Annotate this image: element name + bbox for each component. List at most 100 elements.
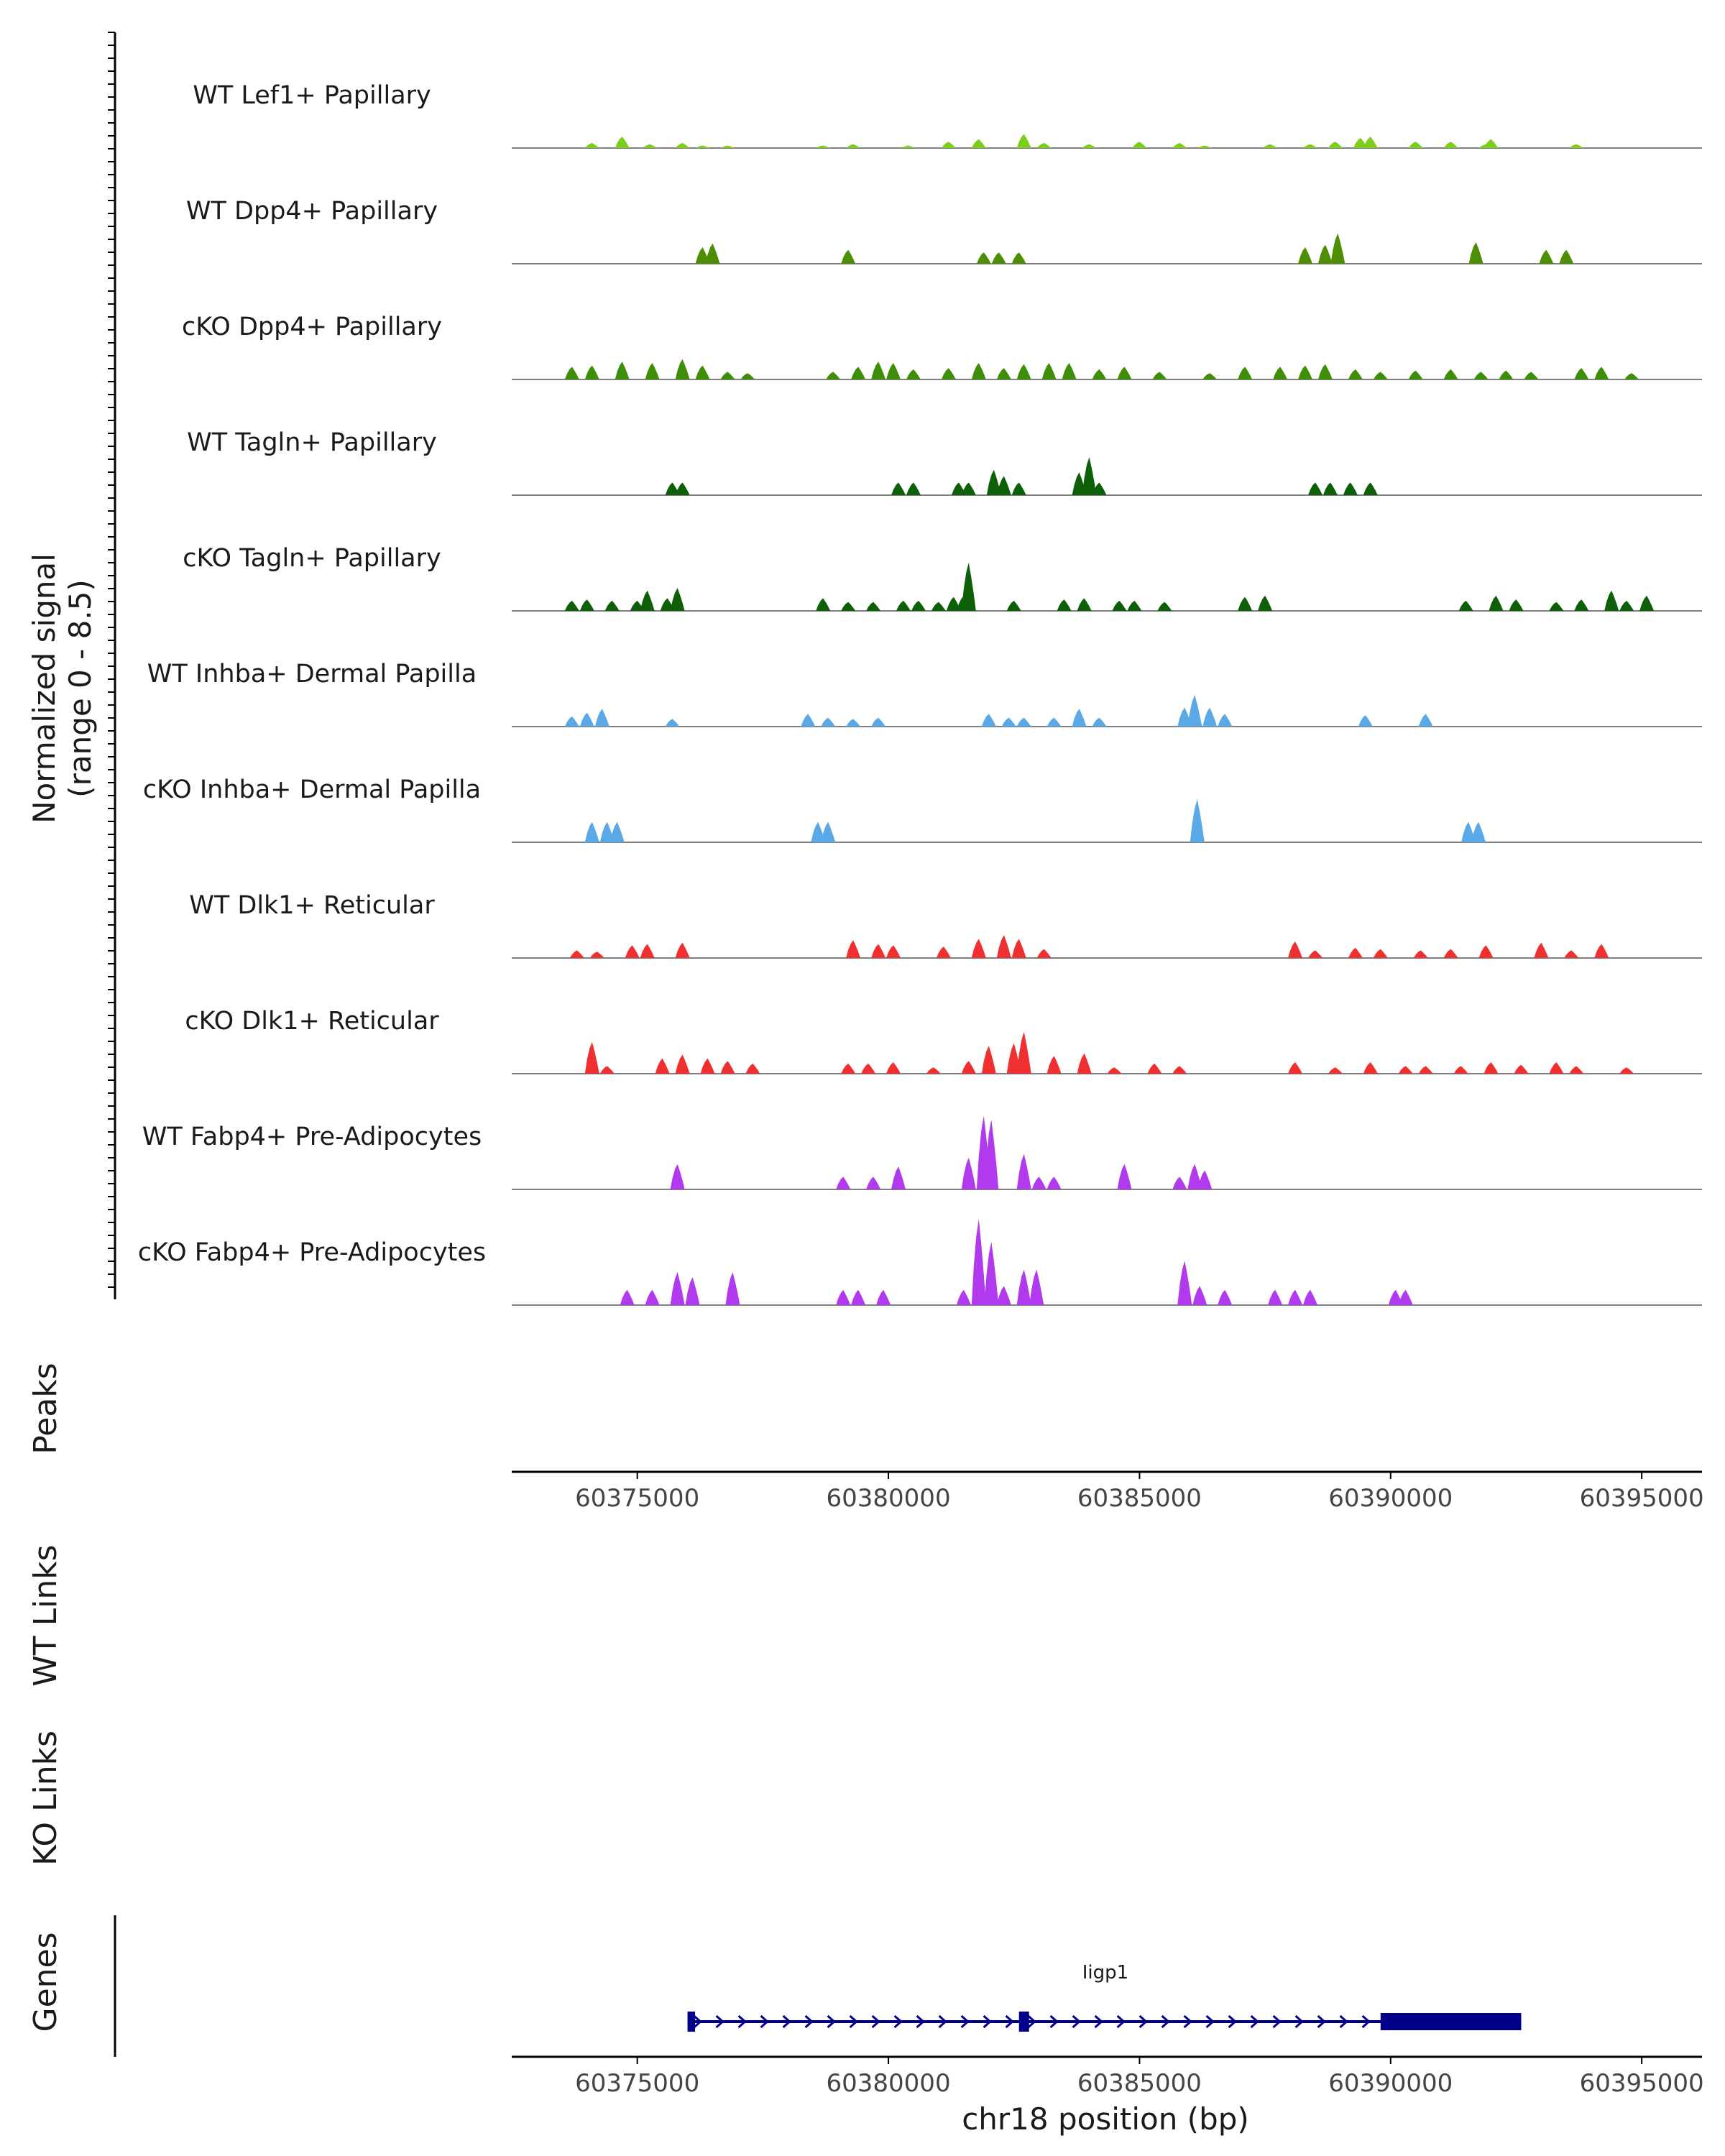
coverage-peak — [1484, 139, 1499, 148]
coverage-peak — [1016, 1153, 1031, 1189]
coverage-peak — [745, 1063, 760, 1074]
coverage-peak — [604, 600, 620, 611]
coverage-peak — [1443, 949, 1458, 958]
coverage-peak — [700, 1058, 715, 1074]
coverage-peak — [1288, 1289, 1302, 1305]
coverage-peak — [1308, 482, 1322, 495]
strand-arrow — [1250, 2014, 1259, 2029]
coverage-peak — [886, 945, 901, 958]
gene-exon — [1380, 2013, 1522, 2030]
coverage-peak — [665, 719, 680, 727]
coverage-peak — [996, 1286, 1011, 1305]
coverage-peak — [1549, 602, 1564, 611]
coverage-peak — [886, 1062, 901, 1074]
coverage-peak — [1468, 242, 1484, 264]
coverage-peak — [599, 821, 615, 842]
coverage-peak — [1539, 249, 1554, 264]
coverage-peak — [936, 946, 951, 958]
coverage-peak — [645, 363, 660, 379]
coverage-peak — [740, 373, 755, 379]
coverage-peak — [1127, 600, 1142, 611]
track-label: cKO Dpp4+ Papillary — [182, 313, 442, 341]
x-tick-label: 60385000 — [1077, 1484, 1202, 1513]
coverage-peak — [1077, 598, 1092, 611]
coverage-peak — [846, 719, 861, 727]
strand-arrow — [1094, 2014, 1103, 2029]
coverage-peak — [1413, 950, 1428, 958]
coverage-peak — [1187, 1164, 1202, 1189]
coverage-peak — [1489, 595, 1504, 611]
strand-arrow — [1361, 2014, 1371, 2029]
coverage-peak — [1328, 142, 1343, 148]
coverage-peak — [886, 363, 901, 379]
coverage-peak — [1298, 365, 1312, 379]
coverage-peak — [1172, 1176, 1187, 1189]
coverage-peak — [1373, 372, 1388, 379]
coverage-peak — [861, 1063, 876, 1074]
coverage-peak — [1358, 715, 1373, 727]
coverage-peak — [871, 717, 886, 727]
coverage-peak — [911, 600, 926, 611]
coverage-peak — [1604, 590, 1619, 611]
track-label: WT Inhba+ Dermal Papilla — [147, 660, 477, 688]
coverage-peak — [1057, 599, 1072, 611]
coverage-peak — [871, 361, 886, 379]
coverage-peak — [615, 361, 630, 379]
coverage-tracks: WT Lef1+ Papillary WT Dpp4+ Papillary cKO … — [138, 81, 1702, 1306]
coverage-peak — [1408, 142, 1423, 148]
strand-arrow — [1027, 2014, 1036, 2029]
coverage-peak — [1016, 717, 1031, 727]
coverage-peak — [1006, 1043, 1021, 1074]
coverage-peak — [1172, 142, 1187, 148]
coverage-peak — [1112, 600, 1127, 611]
strand-arrow — [1161, 2014, 1170, 2029]
coverage-peak — [1016, 1269, 1031, 1305]
coverage-peak — [1092, 717, 1107, 727]
coverage-peak — [1461, 821, 1476, 842]
strand-arrow — [804, 2014, 814, 2029]
coverage-peak — [584, 1041, 599, 1074]
coverage-peak — [1317, 244, 1333, 264]
coverage-y-axis — [108, 32, 116, 1299]
coverage-track: WT Fabp4+ Pre-Adipocytes — [142, 1115, 1702, 1190]
coverage-peak — [984, 1119, 999, 1189]
coverage-peak — [926, 1067, 941, 1074]
coverage-peak — [841, 249, 856, 264]
coverage-peak — [866, 602, 881, 611]
coverage-peak — [1453, 1066, 1468, 1074]
strand-arrow — [715, 2014, 724, 2029]
coverage-peak — [1190, 799, 1205, 842]
coverage-peak — [670, 1272, 685, 1305]
coverage-peak — [675, 359, 690, 379]
strand-arrow — [760, 2014, 769, 2029]
coverage-peak — [1330, 233, 1346, 264]
coverage-peak — [1569, 1066, 1584, 1074]
strand-arrow — [960, 2014, 970, 2029]
coverage-peak — [695, 145, 710, 148]
track-label: cKO Tagln+ Papillary — [183, 544, 441, 573]
coverage-peak — [1317, 364, 1333, 379]
coverage-peak — [941, 142, 956, 148]
coverage-peak — [846, 940, 861, 958]
track-label: cKO Fabp4+ Pre-Adipocytes — [138, 1238, 486, 1267]
coverage-peak — [1031, 1176, 1046, 1189]
strand-arrow — [827, 2014, 836, 2029]
coverage-peak — [1303, 1289, 1317, 1305]
coverage-peak — [1373, 949, 1388, 958]
coverage-peak — [584, 821, 599, 842]
coverage-peak — [946, 596, 961, 611]
coverage-peak — [1443, 142, 1458, 148]
coverage-peak — [961, 562, 976, 611]
coverage-peak — [670, 1164, 685, 1189]
coverage-peak — [1238, 367, 1253, 379]
coverage-peak — [1499, 370, 1514, 379]
strand-arrow — [1294, 2014, 1304, 2029]
ko-links-panel-label: KO Links — [27, 1731, 64, 1866]
coverage-peak — [1594, 367, 1609, 379]
coverage-track: cKO Tagln+ Papillary — [183, 544, 1702, 612]
strand-arrow — [1138, 2014, 1148, 2029]
coverage-peak — [584, 365, 599, 379]
x-tick-label: 60395000 — [1580, 2069, 1704, 2098]
coverage-peak — [931, 602, 946, 611]
